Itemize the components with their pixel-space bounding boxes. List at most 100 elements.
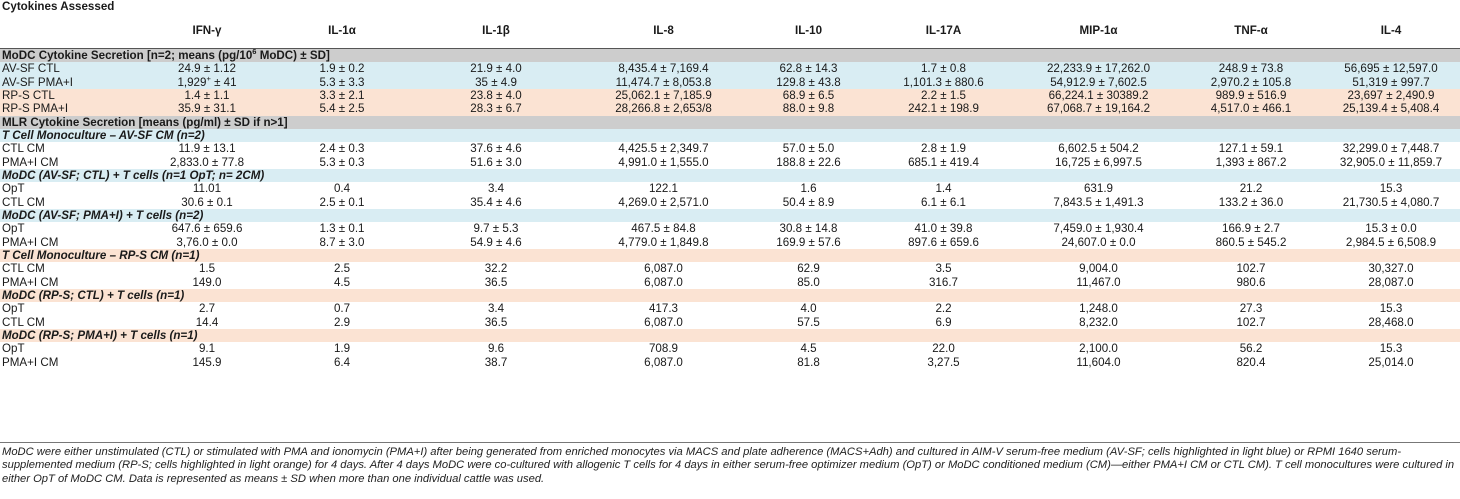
table-cell: 2,970.2 ± 105.8 xyxy=(1180,75,1320,89)
row-label: PMA+I CM xyxy=(2,155,59,169)
table-row: CTL CM 1.5 2.5 32.2 6,087.0 62.9 3.5 9,004.0 102… xyxy=(0,262,1460,275)
table-cell: 35.4 ± 4.6 xyxy=(470,195,522,209)
table-cell: 9.1 xyxy=(198,342,216,356)
group-header: MoDC (AV-SF; CTL) + T cells (n=1 OpT; n=… xyxy=(0,168,1460,183)
table-cell: 4.5 xyxy=(800,342,817,356)
table-cell: 467.5 ± 84.8 xyxy=(631,222,696,236)
table-cell: 6,602.5 ± 504.2 xyxy=(1058,142,1139,156)
table-cell: 35 ± 4.9 xyxy=(410,75,580,89)
group-header: T Cell Monoculture – RP-S CM (n=1) xyxy=(0,248,1460,263)
table-cell: 820.4 xyxy=(1236,355,1266,369)
table-cell: 6,087.0 xyxy=(644,355,683,369)
table-cell: 15.3 xyxy=(1379,342,1403,356)
row-label: CTL CM xyxy=(2,195,45,209)
row-label: OpT xyxy=(2,342,25,356)
table-cell: 1.4 xyxy=(935,182,952,196)
row-label: OpT xyxy=(2,302,25,316)
table-cell: 2.8 ± 1.9 xyxy=(920,142,967,156)
table-cell: 23.8 ± 4.0 xyxy=(410,88,580,103)
table-cell: 4,991.0 ± 1,555.0 xyxy=(618,155,709,169)
table-cell: 2.5 xyxy=(333,262,351,276)
column-header: IFN-γ xyxy=(192,24,222,38)
table-cell: 54,912.9 ± 7,602.5 xyxy=(1015,75,1180,89)
group-header: MoDC (RP-S; PMA+I) + T cells (n=1) xyxy=(0,328,1460,343)
section-title: MoDC Cytokine Secretion [n=2; means (pg/… xyxy=(0,48,1460,63)
row-label: RP-S CTL xyxy=(0,88,140,103)
table-cell: 15.3 xyxy=(1379,302,1403,316)
table-row: PMA+I CM 145.9 6.4 38.7 6,087.0 81.8 3,27.5 11,… xyxy=(0,356,1460,369)
section-header-mlr: MLR Cytokine Secretion [means (pg/ml) ± … xyxy=(0,115,1460,129)
table-cell: 1.6 xyxy=(800,182,817,196)
table-cell: 631.9 xyxy=(1083,182,1113,196)
table-cell: 57.0 ± 5.0 xyxy=(782,142,835,156)
table-cell: 62.8 ± 14.3 xyxy=(745,62,870,76)
table-cell: 30.6 ± 0.1 xyxy=(181,195,233,209)
table-cell: 21,730.5 ± 4,080.7 xyxy=(1342,195,1440,209)
table-cell: 32,905.0 ± 11,859.7 xyxy=(1339,155,1443,169)
table-cell: 8,232.0 xyxy=(1079,315,1118,329)
table-cell: 248.9 ± 73.8 xyxy=(1180,62,1320,76)
table-cell: 54.9 ± 4.6 xyxy=(470,235,522,249)
table-cell: 1.5 xyxy=(198,262,216,276)
table-cell: 28,468.0 xyxy=(1368,315,1414,329)
table-cell: 980.6 xyxy=(1236,275,1266,289)
table-cell: 1.9 xyxy=(333,342,351,356)
table-cell: 2.2 xyxy=(935,302,952,316)
table-cell: 149.0 xyxy=(192,275,222,289)
table-cell: 4.0 xyxy=(800,302,817,316)
table-cell: 32.2 xyxy=(484,262,508,276)
table-cell: 25,014.0 xyxy=(1368,355,1414,369)
table-cell: 56,695 ± 12,597.0 xyxy=(1320,62,1460,76)
table-cell: 24.9 ± 1.12 xyxy=(140,62,272,76)
row-label: PMA+I CM xyxy=(2,275,59,289)
group-header: T Cell Monoculture – AV-SF CM (n=2) xyxy=(0,128,1460,143)
table-cell: 129.8 ± 43.8 xyxy=(745,75,870,89)
table-cell: 57.5 xyxy=(797,315,820,329)
table-cell: 9.7 ± 5.3 xyxy=(473,222,519,236)
table-row: OpT 2.7 0.7 3.4 417.3 4.0 2.2 1,248.0 27.3 15.3 xyxy=(0,302,1460,315)
table-cell: 2,984.5 ± 6,508.9 xyxy=(1345,235,1437,249)
table-cell: 3.4 xyxy=(487,182,505,196)
table-cell: 16,725 ± 6,997.5 xyxy=(1055,155,1142,169)
table-cell: 4.5 xyxy=(333,275,351,289)
table-cell: 1,248.0 xyxy=(1079,302,1118,316)
group-header: MoDC (RP-S; CTL) + T cells (n=1) xyxy=(0,288,1460,303)
table-cell: 2.2 ± 1.5 xyxy=(870,88,1015,103)
table-cell: 56.2 xyxy=(1239,342,1263,356)
table-cell: 6.9 xyxy=(935,315,952,329)
group-title: MoDC (RP-S; PMA+I) + T cells (n=1) xyxy=(0,328,1460,343)
table-cell: 1.9 ± 0.2 xyxy=(272,62,410,76)
table-cell: 9,004.0 xyxy=(1079,262,1118,276)
table-cell: 25,062.1 ± 7,185.9 xyxy=(580,88,745,103)
table-cell: 0.7 xyxy=(333,302,351,316)
table-cell: 4,517.0 ± 466.1 xyxy=(1180,102,1320,116)
table-cell: 5.3 ± 0.3 xyxy=(319,155,365,169)
table-cell: 4,779.0 ± 1,849.8 xyxy=(618,235,709,249)
column-header: IL-1β xyxy=(482,24,510,38)
table-cell: 242.1 ± 198.9 xyxy=(870,102,1015,116)
table-cell: 5.3 ± 3.3 xyxy=(272,75,410,89)
row-label: OpT xyxy=(2,182,25,196)
table-row: OpT 9.1 1.9 9.6 708.9 4.5 22.0 2,100.0 56.2 15.3 xyxy=(0,342,1460,355)
row-label: AV-SF PMA+I xyxy=(0,75,140,89)
cytokine-table: Cytokines Assessed IFN-γ IL-1α IL-1β IL-8 IL… xyxy=(0,0,1460,369)
table-cell: 51,319 ± 997.7 xyxy=(1320,75,1460,89)
table-cell: 67,068.7 ± 19,164.2 xyxy=(1015,102,1180,116)
table-cell: 23,697 ± 2,490.9 xyxy=(1320,88,1460,103)
table-cell: 989.9 ± 516.9 xyxy=(1180,88,1320,103)
table-cell: 102.7 xyxy=(1236,262,1266,276)
table-cell: 102.7 xyxy=(1236,315,1266,329)
row-label: PMA+I CM xyxy=(2,235,59,249)
table-cell: 417.3 xyxy=(648,302,678,316)
group-header: MoDC (AV-SF; PMA+I) + T cells (n=2) xyxy=(0,208,1460,223)
table-row: PMA+I CM 149.0 4.5 36.5 6,087.0 85.0 316.7 11,4… xyxy=(0,276,1460,289)
table-cell: 2.5 ± 0.1 xyxy=(319,195,365,209)
table-cell: 25,139.4 ± 5,408.4 xyxy=(1320,102,1460,116)
table-cell: 35.9 ± 31.1 xyxy=(140,102,272,116)
table-cell: 897.6 ± 659.6 xyxy=(908,235,979,249)
table-cell: 41.0 ± 39.8 xyxy=(914,222,973,236)
table-cell: 133.2 ± 36.0 xyxy=(1218,195,1284,209)
table-cell: 2.7 xyxy=(198,302,216,316)
column-header: MIP-1α xyxy=(1079,24,1118,38)
